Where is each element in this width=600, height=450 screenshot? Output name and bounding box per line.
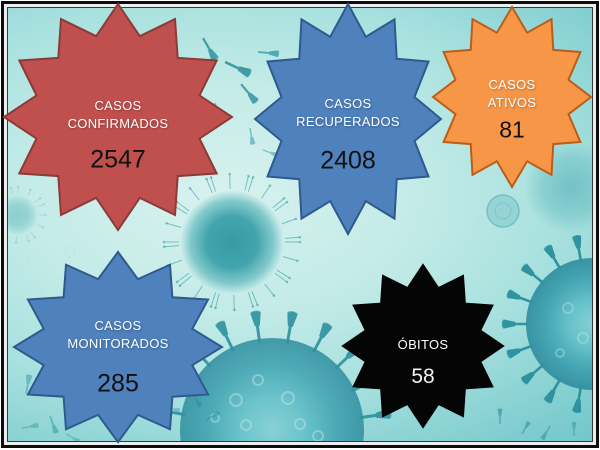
star-shape-confirmados [2,2,234,232]
stat-label-line1: CASOS [488,77,536,93]
stat-stars-layer: CASOS CONFIRMADOS 2547 CASOS RECUPERADOS… [2,1,593,444]
stat-value: 2408 [320,146,376,175]
stat-label-line2: CONFIRMADOS [67,115,169,131]
virus-background-art [8,35,592,441]
stat-star-casos-monitorados: CASOS MONITORADOS 285 [11,249,225,445]
stat-star-casos-ativos: CASOS ATIVOS 81 [430,4,594,190]
stat-star-obitos: ÓBITOS 58 [340,262,506,430]
stat-label-line2: MONITORADOS [67,336,169,352]
star-shape-monitorados [12,250,224,444]
stat-label-line2: ATIVOS [487,95,537,111]
stat-star-casos-recuperados: CASOS RECUPERADOS 2408 [252,1,444,237]
stat-label: CASOS ATIVOS [430,76,594,112]
star-shape-recuperados [253,1,443,237]
stat-label: ÓBITOS [340,336,506,354]
stat-label: CASOS RECUPERADOS [252,95,444,131]
stat-label-line1: CASOS [324,96,372,112]
stat-value: 2547 [90,145,146,174]
stat-value: 285 [97,369,139,398]
star-shape-obitos [341,263,505,429]
stat-value: 81 [499,116,525,143]
stat-label: CASOS CONFIRMADOS [1,97,235,133]
stat-value: 58 [411,365,435,389]
star-shape-ativos [431,5,593,189]
stat-star-casos-confirmados: CASOS CONFIRMADOS 2547 [1,1,235,233]
stat-label-line1: ÓBITOS [397,337,449,353]
stat-label-line1: CASOS [94,318,142,334]
stat-label-line2: RECUPERADOS [296,114,400,130]
stat-label-line1: CASOS [94,97,142,113]
stat-label: CASOS MONITORADOS [11,317,225,353]
